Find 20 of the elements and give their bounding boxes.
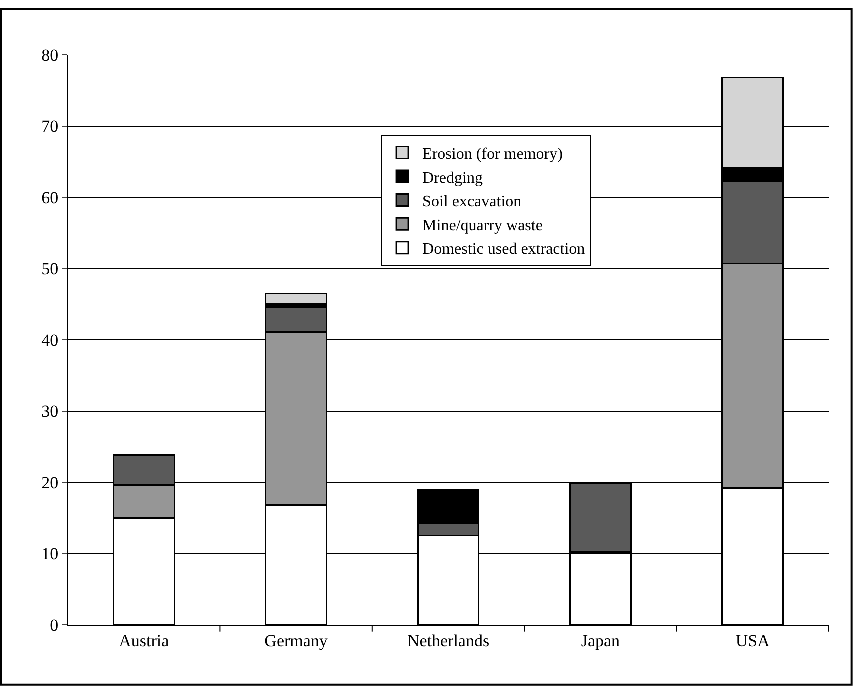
- y-tick-label: 0: [50, 616, 59, 635]
- x-tick-label: Netherlands: [407, 631, 490, 650]
- y-tick-label: 10: [42, 544, 59, 564]
- y-tick-label: 50: [42, 260, 59, 279]
- x-tick-label: Germany: [264, 631, 328, 650]
- legend-label: Mine/quarry waste: [422, 217, 543, 234]
- x-tick-label: Austria: [119, 631, 170, 650]
- legend-label: Erosion (for memory): [422, 146, 563, 163]
- legend-label: Soil excavation: [422, 194, 522, 211]
- y-tick-label: 40: [42, 330, 59, 350]
- y-tick-label: 70: [42, 117, 59, 136]
- y-tick-label: 80: [42, 46, 59, 65]
- bar: [265, 292, 328, 306]
- x-tick-label: USA: [736, 631, 771, 650]
- y-tick-label: 60: [42, 188, 59, 208]
- legend-label: Domestic used extraction: [422, 241, 586, 258]
- legend-label: Dredging: [422, 170, 483, 187]
- y-tick-label: 20: [42, 473, 59, 492]
- y-tick-label: 30: [42, 402, 59, 422]
- x-tick-label: Japan: [581, 631, 621, 650]
